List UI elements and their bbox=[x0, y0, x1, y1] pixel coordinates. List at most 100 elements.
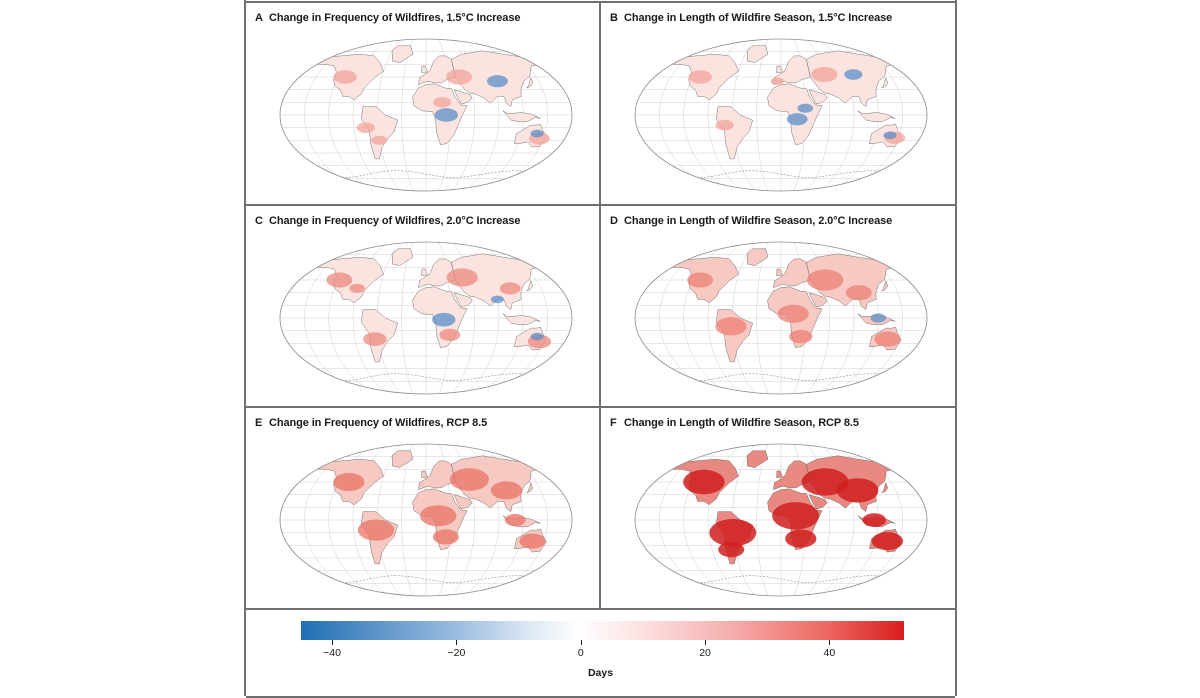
increase-area bbox=[333, 472, 365, 492]
panel-letter: D bbox=[610, 215, 618, 227]
panel-title: E Change in Frequency of Wildfires, RCP 8… bbox=[255, 417, 487, 429]
figure: A Change in Frequency of Wildfires, 1.5°C… bbox=[244, 0, 957, 698]
colorbar-tick-label: 0 bbox=[577, 647, 584, 659]
map-outline bbox=[279, 443, 573, 597]
panel-b: B Change in Length of Wildfire Season, 1.… bbox=[601, 3, 955, 206]
decrease-area bbox=[487, 75, 508, 88]
increase-area bbox=[871, 532, 903, 551]
panel-title-text: Change in Length of Wildfire Season, RCP… bbox=[624, 417, 859, 429]
landmass-greenland bbox=[391, 248, 414, 266]
world-map bbox=[634, 443, 928, 597]
landmass-greenland bbox=[391, 45, 414, 63]
landmass-indonesia bbox=[502, 110, 541, 122]
increase-area bbox=[449, 468, 489, 491]
antarctica-coast bbox=[317, 170, 538, 178]
map-body bbox=[635, 242, 927, 394]
world-map bbox=[279, 241, 573, 395]
landmass-arabia bbox=[453, 494, 473, 510]
increase-area bbox=[688, 70, 712, 84]
graticule-meridian bbox=[401, 444, 414, 596]
graticule-meridian bbox=[756, 444, 769, 596]
landmass-greenland bbox=[746, 45, 769, 63]
landmass-arabia bbox=[808, 292, 828, 308]
decrease-area bbox=[530, 332, 544, 341]
increase-area bbox=[439, 328, 461, 341]
panel-title-text: Change in Length of Wildfire Season, 1.5… bbox=[624, 12, 893, 24]
landmass-uk bbox=[776, 65, 783, 74]
landmass-japan bbox=[881, 280, 889, 292]
landmass-arabia bbox=[808, 89, 828, 105]
landmass-europe bbox=[418, 460, 456, 490]
panel-title-text: Change in Frequency of Wildfires, 1.5°C … bbox=[269, 12, 521, 24]
decrease-area bbox=[844, 69, 863, 80]
panel-title: B Change in Length of Wildfire Season, 1.… bbox=[610, 12, 892, 24]
increase-area bbox=[504, 513, 526, 527]
top-rule bbox=[246, 1, 955, 3]
panel-letter: C bbox=[255, 215, 263, 227]
increase-area bbox=[446, 268, 478, 287]
panel-title: C Change in Frequency of Wildfires, 2.0°C… bbox=[255, 215, 520, 227]
landmass-greenland bbox=[746, 450, 769, 468]
increase-area bbox=[519, 533, 546, 549]
antarctica-coast bbox=[672, 170, 893, 178]
map-outline bbox=[279, 38, 573, 192]
landmass-uk bbox=[421, 268, 428, 277]
increase-area bbox=[356, 122, 375, 133]
increase-area bbox=[836, 478, 879, 503]
decrease-area bbox=[434, 108, 458, 122]
colorbar-tick bbox=[580, 640, 582, 645]
increase-area bbox=[709, 519, 757, 547]
panel-title: D Change in Length of Wildfire Season, 2.… bbox=[610, 215, 892, 227]
panel-a: A Change in Frequency of Wildfires, 1.5°C… bbox=[246, 3, 601, 206]
landmass-japan bbox=[881, 77, 889, 89]
panel-letter: A bbox=[255, 12, 263, 24]
landmass-europe bbox=[773, 258, 811, 288]
landmass-asia bbox=[806, 253, 895, 310]
world-map bbox=[634, 38, 928, 192]
increase-area bbox=[432, 529, 459, 545]
increase-area bbox=[333, 70, 357, 84]
landmass-greenland bbox=[391, 450, 414, 468]
colorbar-tick-label: 40 bbox=[823, 647, 836, 659]
increase-area bbox=[801, 468, 849, 496]
map-outline bbox=[634, 38, 928, 192]
increase-area bbox=[363, 332, 387, 346]
increase-area bbox=[446, 69, 473, 85]
graticule-meridian bbox=[401, 39, 414, 191]
increase-area bbox=[770, 77, 784, 85]
increase-area bbox=[806, 269, 844, 291]
increase-area bbox=[357, 519, 395, 541]
panel-title: A Change in Frequency of Wildfires, 1.5°C… bbox=[255, 12, 520, 24]
colorbar-tick bbox=[829, 640, 831, 645]
landmass-japan bbox=[881, 482, 889, 494]
decrease-area bbox=[870, 313, 887, 323]
colorbar-tick bbox=[456, 640, 458, 645]
colorbar-tick-label: −40 bbox=[323, 647, 341, 659]
landmass-indonesia bbox=[502, 313, 541, 325]
landmass-uk bbox=[776, 268, 783, 277]
landmass-europe bbox=[773, 55, 811, 85]
increase-area bbox=[490, 481, 522, 500]
landmass-europe bbox=[418, 258, 456, 288]
landmass-arabia bbox=[453, 89, 473, 105]
panel-title: F Change in Length of Wildfire Season, RC… bbox=[610, 417, 859, 429]
map-body bbox=[280, 242, 572, 394]
increase-area bbox=[874, 331, 901, 347]
increase-area bbox=[326, 272, 353, 288]
graticule-meridian bbox=[756, 39, 769, 191]
colorbar-tick bbox=[705, 640, 707, 645]
increase-area bbox=[687, 272, 714, 288]
increase-area bbox=[777, 304, 809, 323]
increase-area bbox=[785, 529, 817, 548]
map-body bbox=[635, 444, 927, 596]
antarctica-coast bbox=[672, 373, 893, 381]
map-body bbox=[280, 39, 572, 191]
increase-area bbox=[862, 513, 886, 527]
increase-area bbox=[433, 97, 452, 108]
world-map bbox=[279, 443, 573, 597]
decrease-area bbox=[530, 129, 544, 138]
legend: −40 −20 0 20 40 Days bbox=[246, 610, 955, 698]
map-body bbox=[280, 444, 572, 596]
panel-c: C Change in Frequency of Wildfires, 2.0°C… bbox=[246, 206, 601, 408]
colorbar bbox=[301, 621, 904, 640]
